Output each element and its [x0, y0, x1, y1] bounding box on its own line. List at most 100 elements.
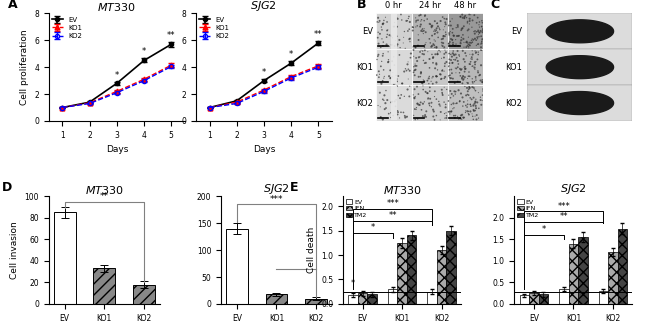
Point — [456, 67, 466, 72]
Point — [428, 28, 439, 34]
Point — [450, 89, 461, 94]
Text: EV: EV — [511, 27, 522, 36]
Point — [445, 39, 455, 44]
Point — [415, 103, 425, 108]
Point — [385, 68, 395, 73]
Point — [476, 18, 487, 23]
Point — [472, 42, 482, 47]
Point — [448, 52, 459, 57]
Point — [417, 51, 428, 56]
Point — [434, 48, 444, 53]
Point — [454, 52, 464, 58]
Point — [444, 57, 454, 62]
Bar — [391, 50, 396, 85]
Point — [464, 12, 474, 17]
Point — [447, 60, 458, 65]
Point — [436, 109, 446, 115]
Bar — [578, 237, 588, 304]
Point — [418, 58, 428, 63]
Point — [465, 102, 475, 107]
Point — [441, 59, 452, 65]
Point — [389, 24, 400, 29]
Bar — [448, 49, 484, 85]
Point — [460, 59, 470, 64]
Point — [374, 90, 385, 96]
Point — [443, 98, 454, 104]
Text: *: * — [114, 71, 119, 80]
Point — [475, 97, 486, 103]
Point — [434, 103, 445, 109]
Point — [389, 24, 399, 29]
Point — [470, 66, 480, 72]
Point — [471, 43, 482, 48]
Point — [478, 88, 488, 94]
Point — [460, 50, 471, 56]
Text: *: * — [351, 279, 356, 288]
Point — [391, 78, 402, 84]
Point — [462, 20, 473, 25]
Point — [460, 110, 471, 115]
Point — [464, 21, 474, 27]
Point — [378, 117, 388, 122]
Point — [474, 19, 485, 25]
Bar — [527, 85, 632, 121]
Point — [413, 92, 424, 97]
Point — [449, 89, 460, 94]
Point — [404, 19, 415, 25]
Point — [468, 104, 478, 109]
Point — [465, 61, 475, 67]
Point — [456, 40, 466, 46]
Point — [384, 57, 394, 62]
Point — [453, 88, 463, 93]
Point — [471, 74, 481, 79]
Point — [408, 28, 418, 33]
Point — [441, 113, 452, 119]
Point — [427, 43, 437, 48]
Point — [476, 47, 486, 53]
Point — [393, 16, 403, 21]
Point — [432, 51, 443, 57]
Point — [458, 25, 468, 31]
Point — [447, 54, 457, 59]
Point — [462, 109, 473, 114]
Point — [419, 26, 429, 31]
Point — [448, 106, 458, 112]
Point — [470, 99, 480, 104]
Point — [428, 81, 438, 87]
Point — [466, 38, 476, 43]
Point — [463, 27, 474, 32]
Point — [458, 32, 468, 37]
Point — [392, 43, 402, 49]
Point — [456, 116, 466, 121]
Point — [429, 37, 439, 42]
Bar — [608, 252, 618, 304]
Point — [476, 39, 487, 44]
Point — [477, 36, 488, 42]
Point — [465, 59, 476, 65]
Point — [448, 101, 459, 106]
Point — [463, 89, 473, 94]
Bar — [520, 295, 529, 304]
Point — [412, 101, 423, 106]
Point — [457, 112, 467, 118]
Point — [446, 57, 456, 63]
Point — [397, 81, 408, 86]
Point — [465, 109, 476, 114]
Point — [428, 55, 438, 61]
Y-axis label: Cell invasion: Cell invasion — [10, 221, 19, 279]
Point — [411, 18, 422, 23]
Point — [454, 98, 465, 104]
Point — [386, 75, 396, 81]
Point — [425, 40, 436, 45]
Point — [400, 66, 411, 71]
Point — [460, 66, 471, 71]
Text: **: ** — [314, 29, 322, 38]
Point — [469, 95, 479, 100]
Point — [408, 113, 419, 118]
Point — [417, 81, 428, 86]
Point — [373, 15, 384, 20]
Point — [396, 110, 406, 115]
Point — [475, 78, 486, 83]
Point — [435, 117, 445, 123]
Point — [464, 84, 474, 90]
